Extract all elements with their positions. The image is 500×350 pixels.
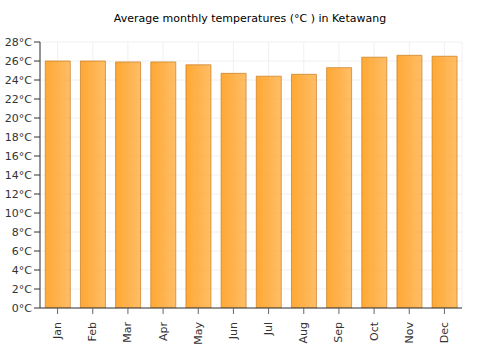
svg-text:28°C: 28°C xyxy=(8,36,32,49)
svg-text:10°C: 10°C xyxy=(8,207,32,220)
svg-text:12°C: 12°C xyxy=(8,188,32,201)
svg-text:22°C: 22°C xyxy=(8,93,32,106)
svg-text:Jun: Jun xyxy=(227,322,240,340)
svg-text:14°C: 14°C xyxy=(8,169,32,182)
svg-text:Aug: Aug xyxy=(297,322,310,343)
svg-text:4°C: 4°C xyxy=(12,264,32,277)
svg-text:Jul: Jul xyxy=(262,322,275,336)
svg-text:Oct: Oct xyxy=(368,321,381,341)
svg-text:18°C: 18°C xyxy=(8,131,32,144)
svg-text:Dec: Dec xyxy=(438,322,451,343)
svg-text:20°C: 20°C xyxy=(8,112,32,125)
svg-text:Jan: Jan xyxy=(51,322,64,340)
svg-text:Sep: Sep xyxy=(332,322,345,343)
svg-text:8°C: 8°C xyxy=(12,226,32,239)
svg-text:24°C: 24°C xyxy=(8,74,32,87)
svg-text:Feb: Feb xyxy=(86,322,99,341)
svg-text:Mar: Mar xyxy=(121,322,134,343)
svg-text:26°C: 26°C xyxy=(8,55,32,68)
svg-text:May: May xyxy=(192,322,205,345)
html-text:Average monthly temperatures (: Average monthly temperatures (°C ) in Ke… xyxy=(113,12,387,25)
svg-text:6°C: 6°C xyxy=(12,245,32,258)
svg-text:0°C: 0°C xyxy=(12,302,32,315)
svg-text:2°C: 2°C xyxy=(12,283,32,296)
svg-text:Apr: Apr xyxy=(157,322,170,342)
svg-text:Nov: Nov xyxy=(403,322,416,344)
svg-text:16°C: 16°C xyxy=(8,150,32,163)
